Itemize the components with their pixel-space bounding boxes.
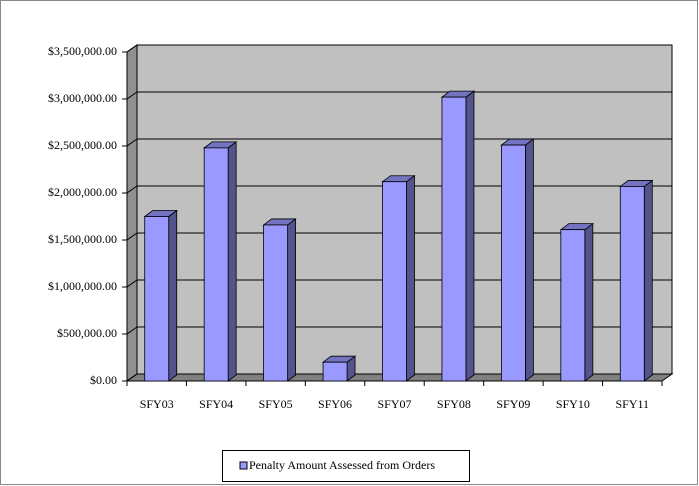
grid-line: [126, 138, 138, 147]
y-tick-label: $2,000,000.00: [48, 185, 117, 199]
legend-box: [222, 450, 470, 482]
bar-side: [406, 174, 415, 382]
x-tick-label: SFY05: [259, 397, 293, 411]
x-tick-label: SFY06: [318, 397, 352, 411]
x-tick-label: SFY09: [496, 397, 530, 411]
bar: [619, 186, 645, 382]
y-tick-label: $2,500,000.00: [48, 138, 117, 152]
bar-side: [227, 141, 237, 382]
y-tick-label: $3,500,000.00: [48, 44, 117, 58]
x-tick-label: SFY07: [377, 397, 411, 411]
y-tick-label: $1,000,000.00: [48, 279, 117, 293]
grid-line: [126, 326, 138, 335]
bar-side: [584, 222, 594, 382]
y-tick-label: $500,000.00: [57, 326, 117, 340]
bar-side: [524, 138, 534, 382]
grid-line: [126, 279, 138, 288]
legend-swatch: [239, 461, 248, 470]
bar-side: [643, 179, 653, 382]
y-tick-label: $3,000,000.00: [48, 91, 117, 105]
y-tick-label: $1,500,000.00: [48, 232, 117, 246]
bar: [203, 147, 229, 382]
bar: [560, 229, 586, 382]
x-tick-label: SFY04: [199, 397, 233, 411]
x-tick-label: SFY08: [437, 397, 471, 411]
grid-line: [126, 373, 138, 382]
bar: [500, 144, 526, 382]
grid-line: [126, 232, 138, 241]
grid-line: [126, 44, 138, 53]
bar: [382, 181, 407, 382]
x-tick-label: SFY11: [615, 397, 649, 411]
legend-label: Penalty Amount Assessed from Orders: [249, 458, 435, 472]
bar: [322, 361, 348, 382]
bar-side: [168, 209, 178, 382]
bar: [144, 216, 170, 382]
bar: [263, 224, 289, 382]
bar-side: [287, 218, 297, 382]
grid-line: [126, 185, 138, 194]
y-tick-label: $0.00: [90, 373, 117, 387]
bar: [441, 96, 467, 382]
x-tick-label: SFY10: [556, 397, 590, 411]
grid-line: [126, 91, 138, 100]
bar-side: [465, 90, 475, 382]
x-tick-label: SFY03: [140, 397, 174, 411]
